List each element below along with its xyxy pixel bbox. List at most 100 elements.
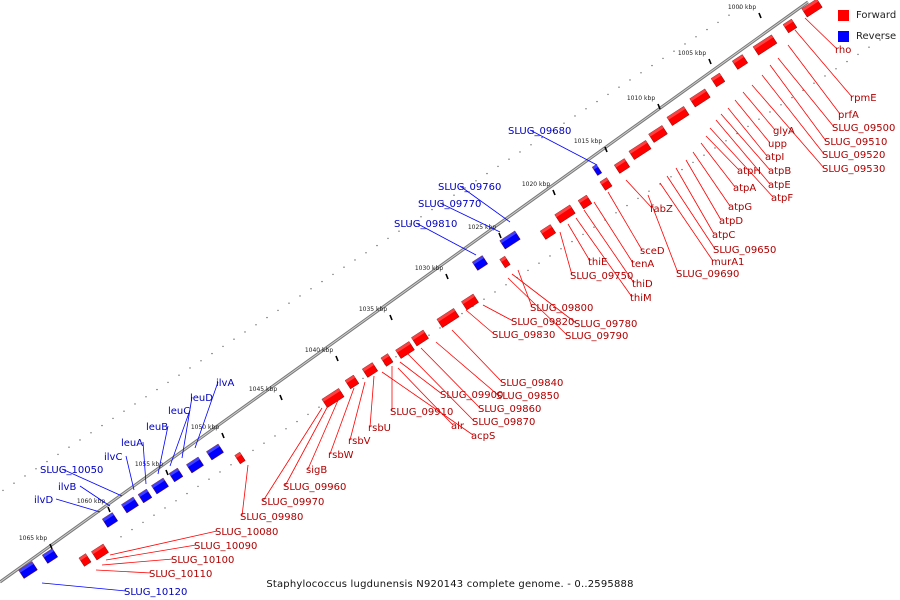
gene-label-leud: leuD <box>190 393 213 404</box>
leader-line <box>692 151 731 207</box>
axis-dot <box>233 338 235 340</box>
axis-dot <box>145 396 147 398</box>
axis-dot <box>288 302 290 304</box>
lower-dots <box>120 39 881 538</box>
forward-gene-body <box>710 72 726 88</box>
leader-line <box>349 381 366 441</box>
forward-gene <box>344 374 360 390</box>
reverse-gene-body <box>121 496 139 514</box>
forward-gene-shine <box>648 125 664 137</box>
axis-dot <box>494 291 496 293</box>
forward-gene-shine <box>753 34 774 50</box>
gene-label-glya: glyA <box>773 126 795 137</box>
axis-dot <box>186 492 188 495</box>
forward-gene-shine <box>711 73 722 82</box>
leader-line <box>194 381 219 449</box>
axis-dot <box>153 514 155 516</box>
axis-dot <box>420 216 422 218</box>
tick-mark <box>604 146 608 153</box>
axis-dot <box>629 79 631 81</box>
reverse-gene-shine <box>169 468 180 477</box>
forward-gene-shine <box>689 88 707 102</box>
gene-label-slug_10090: SLUG_10090 <box>194 541 257 552</box>
axis-dot <box>57 453 59 456</box>
leader-line <box>169 409 191 467</box>
reverse-gene <box>186 456 204 474</box>
tick-mark <box>552 189 556 196</box>
leader-line <box>157 425 169 475</box>
axis-dot <box>142 521 144 524</box>
forward-gene-body <box>380 353 394 367</box>
leader-line <box>593 201 634 264</box>
axis-dot <box>285 428 287 430</box>
leader-line <box>517 269 533 308</box>
reverse-gene <box>499 230 521 250</box>
forward-gene <box>599 177 613 191</box>
reverse-gene <box>591 164 603 176</box>
forward-gene-body <box>344 374 360 390</box>
gene-label-atpg: atpG <box>728 202 752 213</box>
forward-gene-body <box>801 0 823 18</box>
axis-dot <box>662 57 664 60</box>
gene-label-slug_09900: SLUG_09900 <box>440 390 503 401</box>
axis-dot <box>626 204 628 207</box>
leader-line <box>105 544 197 561</box>
gene-label-ilvd: ilvD <box>34 495 53 506</box>
gene-label-rho: rho <box>835 45 851 56</box>
axis-dot <box>112 417 114 420</box>
gene-label-slug_09980: SLUG_09980 <box>240 512 303 523</box>
axis-dot <box>244 331 246 333</box>
axis-dot <box>714 147 716 149</box>
leader-line <box>734 99 771 144</box>
axis-dot <box>310 288 312 290</box>
tick-label: 1055 kbp <box>135 461 163 468</box>
reverse-gene <box>101 512 119 528</box>
gene-label-rsbu: rsbU <box>368 423 391 434</box>
reverse-gene-shine <box>138 489 149 498</box>
axis-dot <box>296 420 298 423</box>
reverse-gene-body <box>101 512 119 528</box>
axis-dot <box>703 154 705 156</box>
reverse-gene <box>168 467 184 483</box>
gene-label-slug_09830: SLUG_09830 <box>492 330 555 341</box>
gene-label-slug_09870: SLUG_09870 <box>472 417 535 428</box>
axis-dot <box>530 144 532 146</box>
reverse-gene-shine <box>18 561 34 573</box>
leader-line <box>625 179 653 209</box>
leader-line <box>79 485 111 507</box>
forward-gene-shine <box>345 375 356 384</box>
legend-label-reverse: Reverse <box>856 30 897 42</box>
axis-dot <box>725 140 727 142</box>
tick-label: 1060 kbp <box>77 498 105 505</box>
axis-dot <box>739 7 741 9</box>
reverse-gene-shine <box>42 548 54 558</box>
gene-label-atpc: atpC <box>712 230 735 241</box>
axis-dot <box>791 96 793 99</box>
forward-gene <box>577 194 593 210</box>
forward-gene-body <box>782 18 798 34</box>
tick-mark <box>49 543 53 550</box>
leader-line <box>715 119 771 185</box>
reverse-gene-shine <box>472 255 484 265</box>
reverse-gene-body <box>591 164 603 176</box>
leader-line <box>284 401 331 487</box>
forward-gene-body <box>395 341 415 359</box>
leader-line <box>41 582 127 592</box>
leader-line <box>685 159 722 221</box>
forward-gene <box>801 0 823 18</box>
gene-label-prfa: prfA <box>838 110 859 121</box>
axis-dot <box>637 197 639 200</box>
gene-label-slug_09780: SLUG_09780 <box>574 319 637 330</box>
tick-mark <box>758 12 762 19</box>
axis-dot <box>747 125 749 128</box>
gene-label-slug_10110: SLUG_10110 <box>149 569 212 580</box>
gene-label-slug_09850: SLUG_09850 <box>496 391 559 402</box>
gene-label-slug_09510: SLUG_09510 <box>824 137 887 148</box>
leader-line <box>659 182 714 262</box>
axis-dot <box>846 60 848 63</box>
forward-gene <box>648 125 668 143</box>
axis-dot <box>409 223 411 225</box>
legend-label-forward: Forward <box>856 9 897 21</box>
gene-label-rsbw: rsbW <box>328 450 354 461</box>
